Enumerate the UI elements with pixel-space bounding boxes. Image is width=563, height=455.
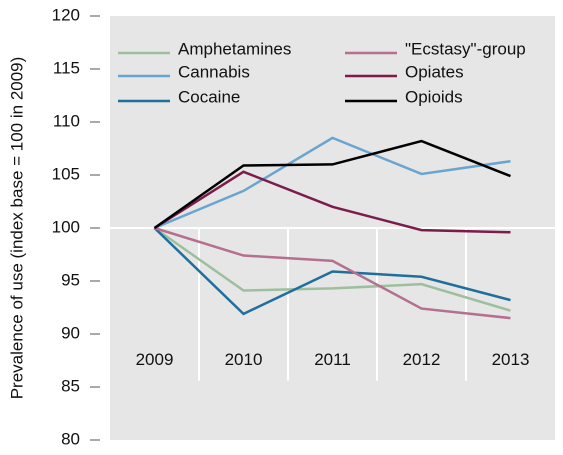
x-tick-label: 2012 [403,350,441,369]
legend-label: Opioids [405,87,463,106]
x-tick-label: 2011 [314,350,351,369]
series-line [153,139,511,230]
y-tick-label: 85 [61,376,80,395]
legend-label: Opiates [405,62,464,81]
x-tick-label: 2010 [225,350,263,369]
y-tick-label: 110 [53,111,80,130]
legend-label: Cannabis [178,62,250,81]
legend-label: "Ecstasy"-group [405,39,526,58]
series-line [153,170,511,234]
y-tick-label: 90 [61,323,80,342]
y-axis-label: Prevalence of use (index base = 100 in 2… [7,57,26,400]
y-tick-label: 115 [53,58,80,77]
x-tick-label: 2009 [136,350,174,369]
y-tick-label: 100 [52,217,80,236]
legend-label: Amphetamines [178,39,291,58]
series-line [153,227,511,316]
y-tick-label: 80 [61,429,80,448]
series-line [153,226,511,312]
y-tick-label: 95 [61,270,80,289]
legend-label: Cocaine [178,87,240,106]
y-tick-label: 120 [52,5,80,24]
y-tick-label: 105 [52,164,80,183]
series-line [154,226,511,320]
series-line [154,136,511,230]
x-tick-label: 2013 [492,350,530,369]
